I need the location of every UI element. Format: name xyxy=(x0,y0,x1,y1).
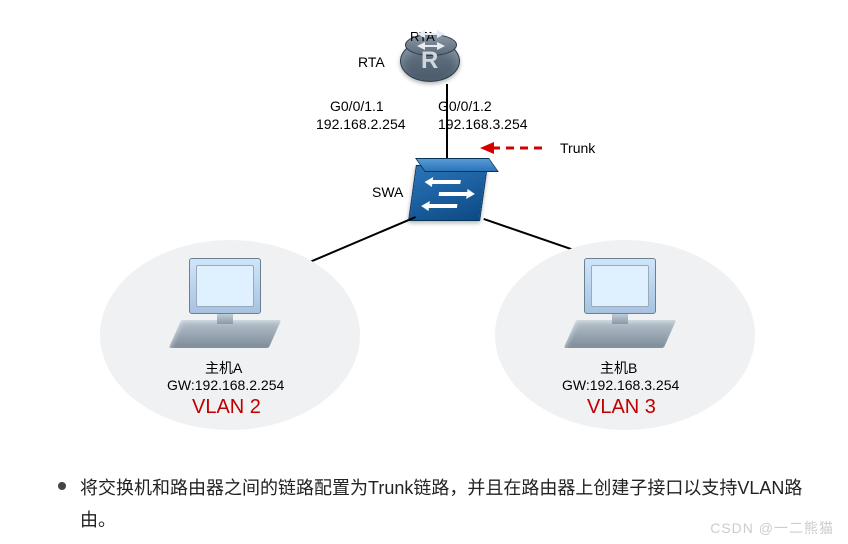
host-b-gw: GW:192.168.3.254 xyxy=(562,377,679,393)
host-b-pc xyxy=(570,258,670,358)
host-a-label: 主机A xyxy=(205,358,242,378)
switch-label: SWA xyxy=(372,184,403,200)
host-a-vlan: VLAN 2 xyxy=(192,396,261,419)
pc-stand-icon xyxy=(612,314,628,324)
router-arrows-icon xyxy=(414,29,448,59)
pc-base-icon xyxy=(169,320,281,348)
host-b-label: 主机B xyxy=(600,358,637,378)
router-label-left: RTA xyxy=(358,54,385,70)
pc-monitor-icon xyxy=(584,258,656,314)
caption-row: 将交换机和路由器之间的链路配置为Trunk链路，并且在路由器上创建子接口以支持V… xyxy=(80,472,808,537)
link-trunk xyxy=(446,84,448,162)
host-a-pc xyxy=(175,258,275,358)
arrow-left-dashed-icon xyxy=(478,140,548,156)
router-node: R xyxy=(400,40,460,82)
trunk-arrow xyxy=(478,140,548,156)
switch-node xyxy=(408,165,488,221)
watermark-text: CSDN @一二熊猫 xyxy=(710,518,834,538)
trunk-label: Trunk xyxy=(560,140,595,156)
switch-arrows-icon xyxy=(418,174,480,214)
caption-text: 将交换机和路由器之间的链路配置为Trunk链路，并且在路由器上创建子接口以支持V… xyxy=(80,478,802,530)
iface-left-name: G0/0/1.1 xyxy=(330,98,384,114)
pc-stand-icon xyxy=(217,314,233,324)
network-diagram: R RTA RTA G0/0/1.1 G0/0/1.2 192.168.2.25… xyxy=(0,0,848,470)
pc-monitor-icon xyxy=(189,258,261,314)
host-a-gw: GW:192.168.2.254 xyxy=(167,377,284,393)
host-b-vlan: VLAN 3 xyxy=(587,396,656,419)
iface-left-ip: 192.168.2.254 xyxy=(316,116,406,132)
pc-base-icon xyxy=(564,320,676,348)
bullet-icon xyxy=(58,482,66,490)
iface-right-ip: 192.168.3.254 xyxy=(438,116,528,132)
